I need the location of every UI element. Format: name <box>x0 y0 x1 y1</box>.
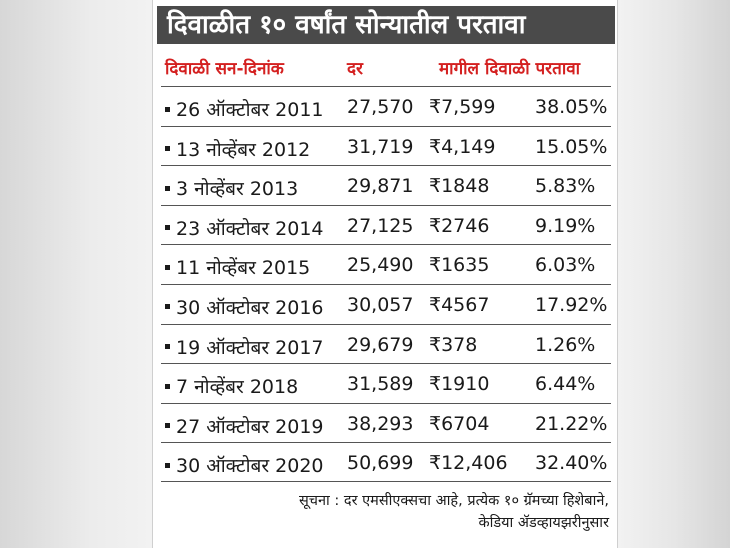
row-amount: ₹1848 <box>429 175 490 198</box>
row-date: 30 ऑक्टोबर 2016 <box>176 296 324 319</box>
bullet-icon <box>165 304 170 310</box>
footnote-line-2: केडिया ॲडव्हायझरीनुसार <box>478 515 610 531</box>
row-amount: ₹6704 <box>429 412 490 435</box>
row-rate: 30,057 <box>347 293 414 316</box>
row-date: 30 ऑक्टोबर 2020 <box>176 455 324 478</box>
row-percent: 1.26% <box>535 333 596 356</box>
table-row: 19 ऑक्टोबर 2017 29,679 ₹378 1.26% <box>161 323 611 364</box>
bullet-icon <box>165 185 170 191</box>
table-row: 27 ऑक्टोबर 2019 38,293 ₹6704 21.22% <box>161 402 611 443</box>
row-percent: 38.05% <box>535 96 608 118</box>
row-rate: 29,871 <box>347 175 414 198</box>
row-amount: ₹378 <box>429 333 478 356</box>
row-percent: 15.05% <box>535 135 608 158</box>
row-rate: 27,570 <box>347 96 414 118</box>
row-amount: ₹2746 <box>429 214 490 237</box>
table-row: 11 नोव्हेंबर 2015 25,490 ₹1635 6.03% <box>161 244 611 284</box>
row-amount: ₹4,149 <box>429 135 496 158</box>
row-amount: ₹1910 <box>429 373 490 396</box>
row-percent: 21.22% <box>535 412 608 435</box>
row-percent: 32.40% <box>535 452 608 475</box>
row-rate: 50,699 <box>347 452 414 475</box>
bullet-icon <box>165 225 170 231</box>
row-percent: 6.03% <box>535 254 596 277</box>
table-header: दिवाळी सन-दिनांक दर मागील दिवाळी परतावा <box>161 52 611 80</box>
infographic-card: दिवाळीत १० वर्षांत सोन्यातील परतावा दिवा… <box>152 0 618 548</box>
table-row: 30 ऑक्टोबर 2020 50,699 ₹12,406 32.40% <box>161 442 611 482</box>
row-rate: 27,125 <box>347 214 414 237</box>
bullet-icon <box>165 264 170 270</box>
row-rate: 25,490 <box>347 254 414 277</box>
table-row: 23 ऑक्टोबर 2014 27,125 ₹2746 9.19% <box>161 204 611 245</box>
row-percent: 6.44% <box>535 373 596 396</box>
background-left <box>0 0 152 548</box>
footnote: सूचना : दर एमसीएक्सचा आहे, प्रत्येक १० ग… <box>163 490 609 534</box>
bullet-icon <box>165 146 170 152</box>
header-return: मागील दिवाळी परतावा <box>439 59 581 79</box>
row-rate: 29,679 <box>347 333 414 356</box>
header-date: दिवाळी सन-दिनांक <box>165 59 284 79</box>
row-rate: 31,719 <box>347 135 414 158</box>
row-rate: 31,589 <box>347 373 414 396</box>
row-percent: 5.83% <box>535 175 596 198</box>
table-row: 3 नोव्हेंबर 2013 29,871 ₹1848 5.83% <box>161 165 611 205</box>
row-date: 7 नोव्हेंबर 2018 <box>176 376 299 399</box>
row-date: 23 ऑक्टोबर 2014 <box>176 217 324 240</box>
background-right <box>618 0 730 548</box>
row-date: 27 ऑक्टोबर 2019 <box>176 415 324 438</box>
row-amount: ₹1635 <box>429 254 490 277</box>
row-percent: 17.92% <box>535 293 608 316</box>
row-amount: ₹7,599 <box>429 96 496 118</box>
row-date: 11 नोव्हेंबर 2015 <box>176 257 311 280</box>
row-date: 26 ऑक्टोबर 2011 <box>176 99 324 121</box>
bullet-icon <box>165 106 170 112</box>
bullet-icon <box>165 462 170 468</box>
bullet-icon <box>165 423 170 429</box>
table-row: 26 ऑक्टोबर 2011 27,570 ₹7,599 38.05% <box>161 86 611 126</box>
bullet-icon <box>165 344 170 350</box>
header-rate: दर <box>347 59 363 79</box>
row-rate: 38,293 <box>347 412 414 435</box>
bullet-icon <box>165 383 170 389</box>
table-row: 13 नोव्हेंबर 2012 31,719 ₹4,149 15.05% <box>161 125 611 166</box>
row-amount: ₹4567 <box>429 293 490 316</box>
row-percent: 9.19% <box>535 214 596 237</box>
row-date: 13 नोव्हेंबर 2012 <box>176 138 311 161</box>
row-amount: ₹12,406 <box>429 452 508 475</box>
page-title: दिवाळीत १० वर्षांत सोन्यातील परतावा <box>157 6 615 44</box>
row-date: 3 नोव्हेंबर 2013 <box>176 178 299 201</box>
table-row: 30 ऑक्टोबर 2016 30,057 ₹4567 17.92% <box>161 283 611 324</box>
footnote-line-1: सूचना : दर एमसीएक्सचा आहे, प्रत्येक १० ग… <box>298 493 609 509</box>
row-date: 19 ऑक्टोबर 2017 <box>176 336 324 359</box>
table-row: 7 नोव्हेंबर 2018 31,589 ₹1910 6.44% <box>161 363 611 403</box>
table-body: 26 ऑक्टोबर 2011 27,570 ₹7,599 38.05% 13 … <box>161 86 611 482</box>
